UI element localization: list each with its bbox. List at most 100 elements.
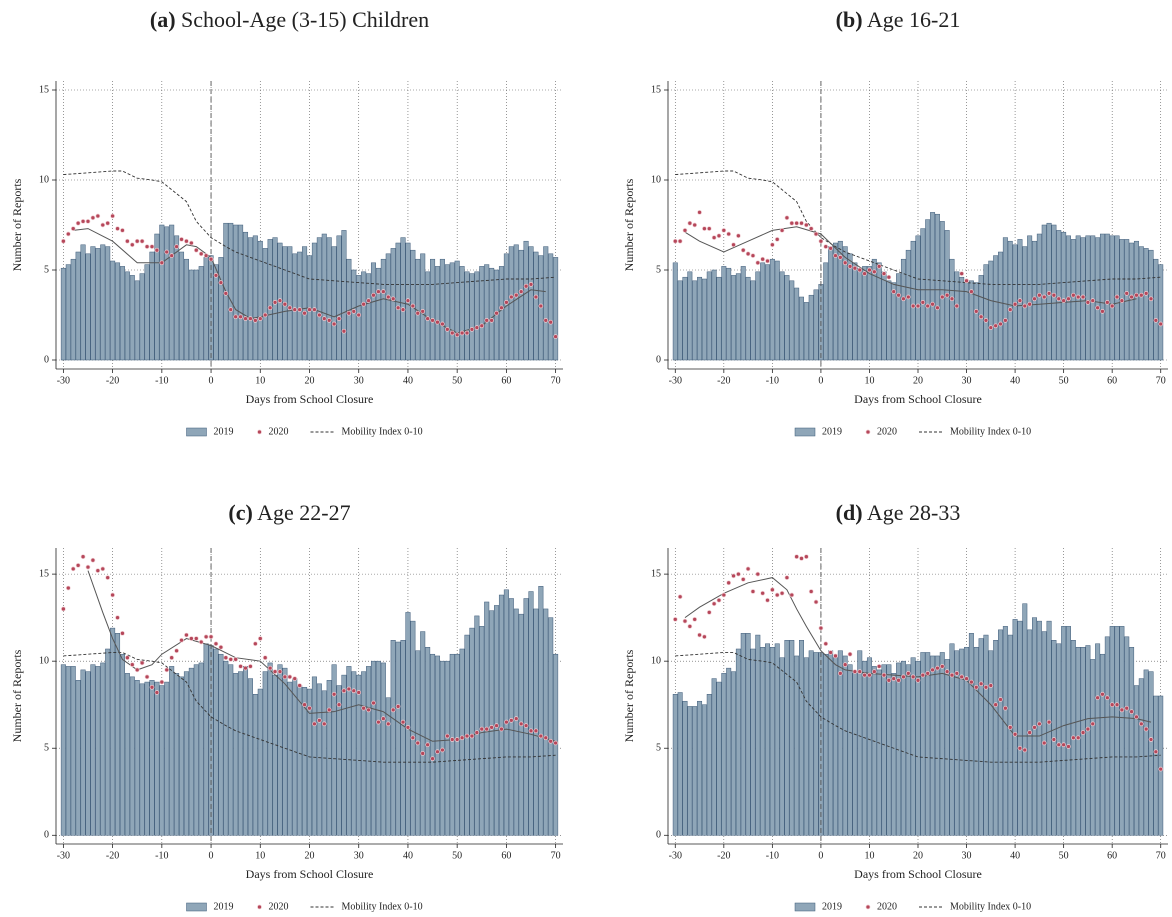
x-tick-label: -20 <box>106 375 119 386</box>
bar <box>881 271 887 361</box>
point <box>115 226 120 231</box>
point <box>287 305 293 311</box>
point <box>978 314 984 320</box>
x-tick-label: -30 <box>57 850 70 861</box>
bar <box>706 694 712 836</box>
bar <box>449 653 455 836</box>
point <box>1032 724 1037 730</box>
bar <box>257 240 263 361</box>
point <box>774 592 780 598</box>
point <box>716 233 722 239</box>
point <box>341 328 347 334</box>
point <box>528 282 534 287</box>
point <box>944 669 950 674</box>
point <box>905 671 911 676</box>
y-tick-label: 15 <box>39 84 49 95</box>
bar <box>934 655 940 836</box>
point <box>390 296 396 302</box>
bar <box>993 255 999 361</box>
point <box>1070 292 1076 298</box>
point <box>356 690 362 695</box>
bar <box>434 266 440 361</box>
point <box>1017 745 1023 751</box>
bar <box>1109 235 1115 361</box>
point <box>973 684 979 690</box>
point <box>253 641 258 647</box>
point <box>697 210 702 215</box>
point <box>385 721 391 727</box>
panel: (c) Age 22-27 0 5 10 15 -30 -20 -10 0 10 20 30 40 50 6… <box>10 500 563 912</box>
bar <box>75 251 81 361</box>
point <box>871 669 877 674</box>
bar <box>716 276 722 361</box>
bar <box>920 228 926 361</box>
point <box>1056 742 1062 748</box>
bar <box>356 275 362 361</box>
bar <box>105 648 111 836</box>
legend-label: Mobility Index 0-10 <box>950 901 1031 912</box>
point <box>553 334 558 339</box>
bar <box>129 275 135 361</box>
bar <box>721 673 727 836</box>
point <box>144 674 150 680</box>
bar <box>174 235 180 361</box>
point <box>1027 301 1033 307</box>
point <box>692 617 698 622</box>
point <box>1075 735 1081 741</box>
point <box>65 585 71 591</box>
point <box>847 651 853 657</box>
x-tick-label: 50 <box>1059 850 1069 861</box>
point <box>857 267 863 273</box>
bar <box>1104 233 1110 361</box>
point <box>706 610 712 615</box>
point <box>1124 705 1130 711</box>
bar <box>110 627 116 836</box>
point <box>886 274 892 280</box>
bar <box>944 659 950 836</box>
point <box>149 684 155 690</box>
point <box>395 704 401 709</box>
point <box>479 323 485 329</box>
bar <box>80 669 86 836</box>
point <box>1003 705 1008 711</box>
bar <box>449 262 455 361</box>
panel-title-text: Age 28-33 <box>867 500 960 525</box>
point <box>110 592 115 598</box>
bar <box>687 706 693 836</box>
bar <box>842 655 848 836</box>
x-tick-label: 50 <box>452 375 462 386</box>
bar <box>115 633 121 836</box>
bar <box>794 655 800 836</box>
point <box>523 723 529 728</box>
bar <box>978 638 984 836</box>
x-axis-label: Days from School Closure <box>854 392 982 406</box>
bar <box>954 271 960 361</box>
point <box>702 634 707 640</box>
point <box>677 238 683 244</box>
point <box>740 576 746 582</box>
point <box>867 267 872 273</box>
point <box>129 242 135 248</box>
legend-swatch <box>865 429 871 435</box>
point <box>504 300 509 305</box>
point <box>208 256 214 262</box>
bar <box>1095 237 1101 361</box>
bar <box>95 666 101 836</box>
bar <box>697 700 703 836</box>
point <box>1143 291 1149 296</box>
x-tick-label: 0 <box>209 375 214 386</box>
bar <box>862 266 868 361</box>
point <box>164 667 170 673</box>
point <box>1037 721 1042 727</box>
point <box>307 307 312 312</box>
bar <box>871 258 877 361</box>
point <box>687 220 693 226</box>
bar <box>677 280 683 361</box>
bar <box>1114 626 1120 836</box>
point <box>380 716 386 721</box>
bar <box>1153 695 1159 836</box>
bar <box>110 260 116 361</box>
point <box>100 222 106 228</box>
point <box>508 294 514 300</box>
bar <box>779 657 785 836</box>
